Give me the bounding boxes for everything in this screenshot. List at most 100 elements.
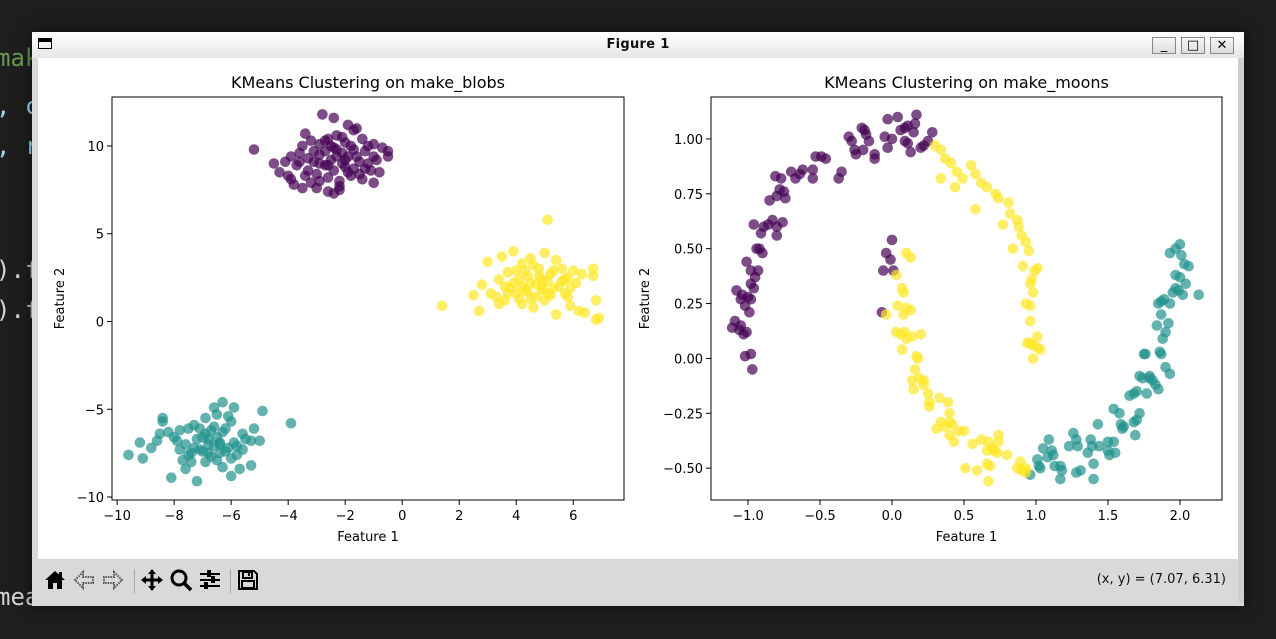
data-point	[958, 425, 970, 437]
data-point	[820, 153, 832, 164]
toolbar-separator	[134, 569, 135, 593]
data-point	[493, 274, 505, 285]
data-point	[217, 461, 228, 473]
data-point	[797, 164, 808, 175]
data-point	[294, 156, 305, 168]
data-point	[905, 252, 916, 263]
data-point	[268, 158, 280, 169]
data-point	[1003, 197, 1014, 208]
home-button[interactable]	[42, 567, 68, 593]
data-point	[983, 476, 994, 487]
zoom-button[interactable]	[168, 567, 194, 593]
data-point	[476, 279, 488, 290]
data-point	[1153, 383, 1164, 395]
data-point	[183, 449, 194, 461]
series-1	[123, 396, 297, 487]
data-point	[886, 133, 898, 145]
data-point	[927, 127, 938, 138]
data-point	[1140, 348, 1151, 360]
figure-canvas[interactable]: KMeans Clustering on make_blobs −10 −8 −6 −4…	[38, 58, 1238, 559]
y-tick-label: 0.50	[674, 243, 703, 258]
y-tick-label: 0.75	[674, 188, 703, 203]
data-point	[748, 219, 760, 230]
data-point	[944, 408, 955, 419]
data-point	[911, 109, 922, 121]
data-point	[1151, 320, 1163, 331]
close-button[interactable]: ✕	[1210, 37, 1234, 54]
sliders-icon	[200, 570, 220, 589]
data-point	[976, 177, 987, 189]
data-point	[909, 364, 921, 375]
data-point	[971, 465, 983, 476]
data-point	[775, 173, 787, 184]
data-point	[777, 217, 788, 228]
x-tick-label: 4	[512, 509, 520, 524]
data-point	[502, 267, 513, 278]
data-point	[576, 268, 588, 280]
data-point	[305, 177, 317, 189]
data-point	[200, 412, 211, 424]
data-point	[1153, 298, 1164, 309]
data-point	[314, 175, 325, 187]
toolbar-separator	[230, 569, 231, 593]
data-point	[1024, 300, 1036, 311]
data-point	[807, 173, 819, 184]
minimize-button[interactable]: _	[1152, 37, 1176, 54]
data-point	[1063, 440, 1075, 452]
data-point	[1055, 473, 1066, 485]
y-tick-label: −10	[77, 491, 104, 506]
x-tick-label: −8	[165, 509, 184, 524]
data-point	[1163, 318, 1174, 329]
data-point	[468, 289, 479, 301]
data-point	[502, 288, 513, 299]
data-point	[991, 447, 1003, 459]
data-point	[948, 436, 960, 448]
data-point	[362, 140, 374, 152]
save-button[interactable]	[235, 567, 261, 593]
data-point	[745, 293, 757, 305]
window-titlebar[interactable]: Figure 1 _ □ ✕	[32, 32, 1244, 58]
data-point	[556, 263, 568, 275]
x-axis-label: Feature 1	[936, 530, 998, 545]
data-point	[203, 433, 214, 445]
configure-subplots-button[interactable]	[197, 567, 223, 593]
data-point	[436, 300, 448, 311]
data-point	[539, 247, 550, 259]
forward-button[interactable]	[100, 567, 126, 593]
data-point	[741, 256, 752, 268]
maximize-button[interactable]: □	[1181, 37, 1205, 54]
x-tick-label: −2	[336, 509, 355, 524]
home-icon	[45, 571, 65, 589]
data-point	[1020, 467, 1032, 478]
x-tick-label: −10	[103, 509, 130, 524]
data-point	[752, 265, 764, 276]
back-button[interactable]	[71, 567, 97, 593]
data-point	[508, 277, 519, 289]
data-point	[274, 167, 285, 178]
data-point	[374, 167, 385, 178]
pan-button[interactable]	[139, 567, 165, 593]
data-point	[1023, 245, 1035, 257]
data-point	[536, 274, 548, 285]
data-point	[950, 181, 961, 193]
chart-title: KMeans Clustering on make_moons	[824, 73, 1109, 93]
data-point	[984, 460, 996, 472]
move-icon	[141, 569, 163, 591]
chart-title: KMeans Clustering on make_blobs	[231, 73, 505, 93]
data-point	[234, 463, 245, 475]
data-point	[747, 364, 758, 375]
data-point	[559, 274, 570, 285]
back-arrow-icon	[73, 569, 94, 591]
series-0	[248, 109, 394, 199]
data-point	[1001, 449, 1013, 461]
data-point	[154, 428, 166, 440]
data-point	[322, 160, 334, 171]
data-point	[245, 460, 257, 471]
data-point	[905, 146, 916, 158]
data-point	[522, 270, 533, 282]
data-point	[902, 138, 914, 149]
data-point	[510, 265, 522, 276]
data-point	[334, 181, 345, 192]
data-point	[915, 329, 927, 340]
data-point	[1173, 285, 1184, 296]
